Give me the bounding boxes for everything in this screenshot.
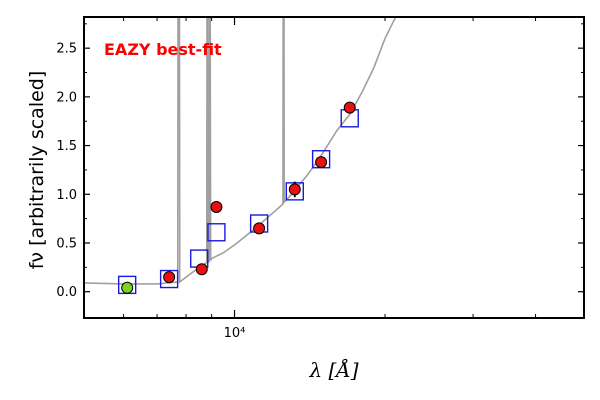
plot-area: 0.0 0.5 1.0 1.5 2.0 2.5 10⁴ xyxy=(56,16,585,341)
observed-point xyxy=(163,271,176,284)
model-photometry-square xyxy=(207,223,226,242)
observed-point xyxy=(343,101,356,114)
observed-point xyxy=(315,156,328,169)
model-spectrum-line xyxy=(84,17,406,285)
ticks-layer: 0.0 0.5 1.0 1.5 2.0 2.5 10⁴ xyxy=(56,17,584,341)
y-tick-label: 2.5 xyxy=(56,42,77,57)
x-tick-label: 10⁴ xyxy=(224,326,246,341)
model-photometry-square xyxy=(159,269,179,289)
series-layer xyxy=(84,17,406,295)
chart-annotation: EAZY best-fit xyxy=(104,40,222,59)
plot-frame xyxy=(83,16,585,319)
y-tick-label: 0.5 xyxy=(56,236,77,251)
y-tick-label: 1.0 xyxy=(56,188,77,203)
observed-point xyxy=(253,222,266,235)
y-axis-label: fν [arbitrarily scaled] xyxy=(26,71,48,270)
observed-point xyxy=(288,183,301,196)
y-tick-label: 0.0 xyxy=(56,285,77,300)
y-tick-label: 1.5 xyxy=(56,139,77,154)
observed-point xyxy=(210,200,223,213)
observed-point xyxy=(195,263,208,276)
observed-upper-limit-point xyxy=(121,281,134,294)
y-tick-label: 2.0 xyxy=(56,90,77,105)
x-axis-label: λ [Å] xyxy=(308,357,358,382)
